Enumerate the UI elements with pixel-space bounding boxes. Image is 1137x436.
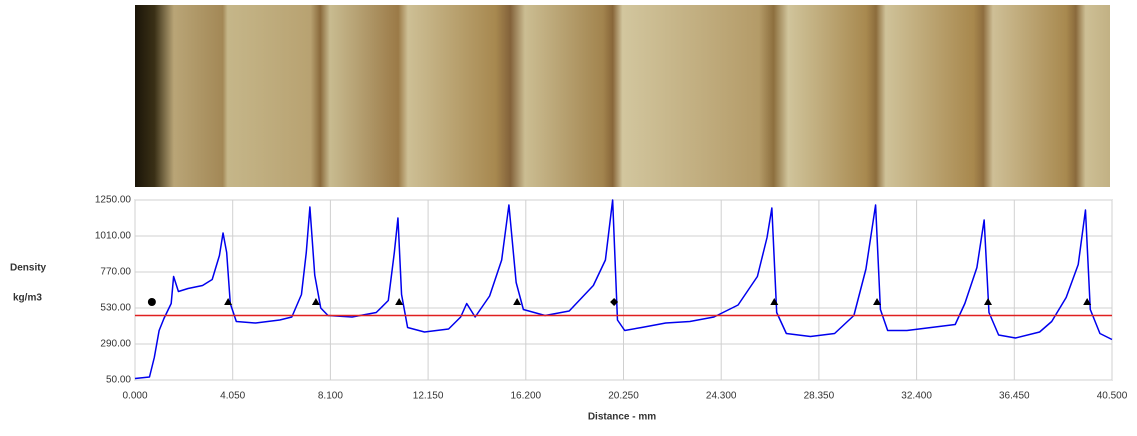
ring-marker bbox=[770, 298, 779, 305]
density-line bbox=[134, 199, 1113, 380]
x-tick-label: 32.400 bbox=[901, 391, 932, 402]
x-tick-label: 40.500 bbox=[1097, 391, 1128, 402]
x-tick-label: 0.000 bbox=[122, 391, 147, 402]
ring-marker bbox=[147, 298, 156, 306]
x-tick-label: 28.350 bbox=[804, 391, 835, 402]
ring-marker bbox=[1083, 298, 1092, 305]
ring-marker bbox=[513, 298, 522, 305]
y-tick-label: 290.00 bbox=[100, 339, 131, 350]
wood-sample-image bbox=[135, 5, 1110, 187]
x-tick-label: 36.450 bbox=[999, 391, 1030, 402]
ring-marker bbox=[610, 298, 619, 306]
ring-marker bbox=[311, 298, 320, 305]
x-tick-label: 16.200 bbox=[511, 391, 542, 402]
y-axis-label: Density bbox=[10, 263, 47, 274]
y-tick-label: 1010.00 bbox=[95, 231, 132, 242]
y-tick-label: 530.00 bbox=[100, 303, 131, 314]
x-tick-label: 4.050 bbox=[220, 391, 245, 402]
x-tick-label: 8.100 bbox=[318, 391, 343, 402]
y-tick-label: 1250.00 bbox=[95, 195, 132, 206]
x-axis-label: Distance - mm bbox=[588, 412, 656, 423]
y-axis-unit: kg/m3 bbox=[13, 293, 42, 304]
x-tick-label: 24.300 bbox=[706, 391, 737, 402]
y-tick-label: 50.00 bbox=[106, 375, 131, 386]
ring-marker bbox=[395, 298, 404, 305]
ring-marker bbox=[984, 298, 993, 305]
y-tick-label: 770.00 bbox=[100, 267, 131, 278]
x-tick-label: 20.250 bbox=[608, 391, 639, 402]
ring-marker bbox=[224, 298, 233, 305]
ring-marker bbox=[873, 298, 882, 305]
x-tick-label: 12.150 bbox=[413, 391, 444, 402]
